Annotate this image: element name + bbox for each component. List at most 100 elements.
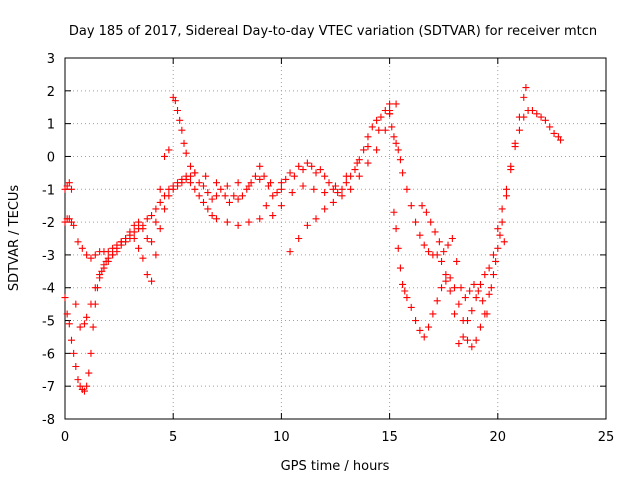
data-point [541,116,549,124]
data-point [481,271,489,279]
x-tick-label: 5 [169,430,177,445]
data-point [420,333,428,341]
data-point [104,257,112,265]
data-point [401,287,409,295]
data-point [87,300,95,308]
data-point [316,166,324,174]
y-tick-label: -3 [42,249,55,264]
data-point [299,182,307,190]
data-point [433,297,441,305]
data-point [442,271,450,279]
data-point [87,349,95,357]
data-point [74,238,82,246]
data-point [256,162,264,170]
data-point [429,310,437,318]
data-point [247,179,255,187]
y-tick-label: -5 [42,315,55,330]
data-point [470,280,478,288]
data-point [299,166,307,174]
data-point [286,169,294,177]
data-point [277,202,285,210]
data-point [412,218,420,226]
data-point [466,287,474,295]
x-tick-label: 20 [490,430,507,445]
data-point [174,182,182,190]
data-point [438,257,446,265]
series-track-f [418,202,508,318]
data-point [483,310,491,318]
data-point [338,192,346,200]
data-point [498,218,506,226]
data-point [70,221,78,229]
data-point [485,290,493,298]
data-point [494,225,502,233]
series-track-b [61,110,394,285]
data-point [321,189,329,197]
data-point [312,215,320,223]
data-point [407,303,415,311]
data-point [422,208,430,216]
data-point [364,143,372,151]
data-point [100,264,108,272]
data-point [143,271,151,279]
data-point [392,139,400,147]
data-point [161,152,169,160]
data-point [472,336,480,344]
data-point [312,169,320,177]
data-point [407,202,415,210]
data-point [479,297,487,305]
data-point [550,129,558,137]
data-point [221,192,229,200]
data-point [148,277,156,285]
x-tick-label: 25 [598,430,615,445]
data-point [431,228,439,236]
data-point [373,146,381,154]
data-point [396,156,404,164]
data-point [448,235,456,242]
data-point [169,185,177,193]
data-point [91,284,99,292]
data-point [502,185,510,193]
data-point [342,179,350,187]
data-point [256,215,264,223]
data-point [80,320,88,328]
data-point [63,310,71,318]
data-point [156,225,164,233]
data-point [347,172,355,180]
data-point [461,294,469,302]
data-point [308,162,316,170]
data-point [135,218,143,226]
data-point [139,225,147,233]
data-point [117,241,125,249]
data-point [225,198,233,206]
data-point [83,382,91,390]
data-point [178,126,186,134]
data-point [396,264,404,272]
data-point [290,172,298,180]
data-point [126,228,134,236]
data-point [187,179,195,187]
data-point [329,198,337,206]
data-point [204,205,212,213]
data-point [174,107,182,115]
x-axis-label: GPS time / hours [281,459,390,474]
y-tick-label: 1 [47,118,55,133]
plot-frame [64,57,607,420]
data-point [230,192,238,200]
data-point [464,336,472,344]
data-point [295,162,303,170]
data-point [264,182,272,190]
data-point [195,179,203,187]
data-point [148,238,156,246]
data-point [277,185,285,193]
data-point [288,189,296,197]
data-point [282,175,290,183]
data-point [425,248,433,256]
data-point [451,310,459,318]
x-tick-label: 10 [273,430,290,445]
data-point [65,320,73,328]
data-point [269,212,277,220]
data-point [89,323,97,331]
data-point [537,113,545,121]
data-point [325,179,333,187]
